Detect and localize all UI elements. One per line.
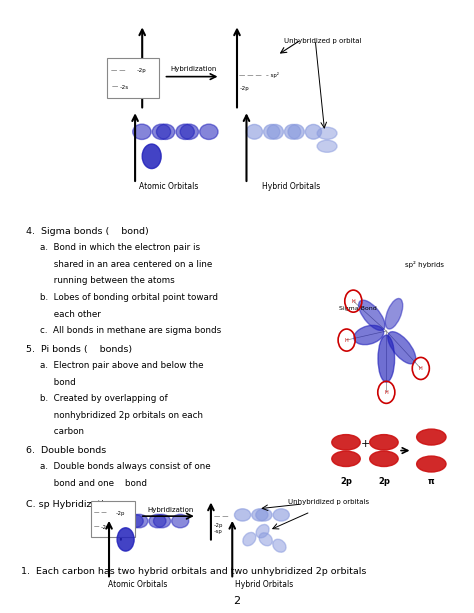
Text: Hybrid Orbitals: Hybrid Orbitals [236,580,293,588]
Text: Atomic Orbitals: Atomic Orbitals [108,580,167,588]
Ellipse shape [256,525,269,538]
Ellipse shape [108,514,125,528]
Ellipse shape [246,124,263,139]
Text: c.  All bonds in methane are sigma bonds: c. All bonds in methane are sigma bonds [40,326,221,335]
Text: running between the atoms: running between the atoms [40,276,175,286]
Text: H: H [419,366,423,371]
Ellipse shape [235,509,251,521]
Ellipse shape [388,332,416,364]
Ellipse shape [273,539,286,552]
Ellipse shape [264,124,280,139]
Ellipse shape [126,514,143,528]
Text: shared in an area centered on a line: shared in an area centered on a line [40,260,212,269]
FancyBboxPatch shape [91,501,135,537]
Text: Hybridization: Hybridization [147,507,193,513]
Text: 6.  Double bonds: 6. Double bonds [26,446,106,455]
Ellipse shape [172,514,189,528]
Ellipse shape [156,124,175,139]
Text: Hybrid Orbitals: Hybrid Orbitals [263,182,320,191]
Text: b.  Lobes of bonding orbital point toward: b. Lobes of bonding orbital point toward [40,293,219,302]
Text: +: + [360,440,370,449]
Ellipse shape [256,509,272,521]
Ellipse shape [267,124,283,139]
Ellipse shape [243,533,256,546]
Text: H: H [345,338,348,343]
Text: 2p: 2p [378,478,390,486]
Ellipse shape [385,299,403,329]
Text: carbon: carbon [40,427,84,436]
Text: –2p: –2p [116,511,126,516]
Ellipse shape [142,144,161,169]
Ellipse shape [378,335,394,382]
Text: Sigma Bond: Sigma Bond [339,305,377,311]
Text: –2s: –2s [119,85,128,90]
Ellipse shape [288,124,304,139]
Text: – sp²: – sp² [266,72,279,78]
Text: — —: — — [94,510,107,515]
Text: 4.  Sigma bonds (    bond): 4. Sigma bonds ( bond) [26,227,149,236]
Ellipse shape [131,514,148,528]
Ellipse shape [359,300,385,330]
Ellipse shape [152,124,171,139]
Text: –2s: –2s [101,525,109,530]
Text: Atomic Orbitals: Atomic Orbitals [138,182,198,191]
Ellipse shape [332,451,360,466]
Ellipse shape [273,509,289,521]
Text: b.  Created by overlapping of: b. Created by overlapping of [40,394,168,403]
Text: –2p: –2p [137,68,146,73]
Ellipse shape [284,124,301,139]
Ellipse shape [252,509,268,521]
Ellipse shape [317,128,337,139]
Text: a.  Bond in which the electron pair is: a. Bond in which the electron pair is [40,243,201,253]
Text: nonhybridized 2p orbitals on each: nonhybridized 2p orbitals on each [40,411,203,420]
Text: Hybridization: Hybridization [171,66,217,72]
Ellipse shape [417,456,446,472]
Ellipse shape [370,451,398,466]
Text: — — —: — — — [239,73,262,78]
Ellipse shape [317,140,337,152]
Text: — —: — — [214,514,229,519]
Ellipse shape [305,124,321,139]
FancyBboxPatch shape [107,58,159,98]
Text: C. sp Hybridization: C. sp Hybridization [26,500,116,509]
Ellipse shape [180,124,199,139]
Ellipse shape [149,514,166,528]
Ellipse shape [332,435,360,450]
Text: –sp: –sp [214,529,223,534]
Text: Unhybridized p orbitals: Unhybridized p orbitals [288,499,369,505]
Text: each other: each other [40,310,101,319]
Text: 2: 2 [233,596,241,606]
Ellipse shape [259,533,273,546]
Text: — —: — — [111,68,126,73]
Ellipse shape [200,124,218,139]
Text: a.  Electron pair above and below the: a. Electron pair above and below the [40,361,204,370]
Ellipse shape [154,514,171,528]
Ellipse shape [354,326,384,345]
Ellipse shape [117,528,134,551]
Text: sp² hybrids: sp² hybrids [405,261,444,268]
Ellipse shape [133,124,151,139]
Text: –2p: –2p [214,523,224,528]
Text: —: — [94,524,100,530]
Ellipse shape [417,429,446,445]
Text: bond: bond [40,378,76,387]
Text: bond and one    bond: bond and one bond [40,479,147,488]
Text: 5.  Pi bonds (    bonds): 5. Pi bonds ( bonds) [26,345,132,354]
Text: –2p: –2p [239,86,249,91]
Text: a.  Double bonds always consist of one: a. Double bonds always consist of one [40,462,211,471]
Ellipse shape [176,124,194,139]
Text: Unhybridized p orbital: Unhybridized p orbital [284,38,362,44]
Text: 2p: 2p [340,478,352,486]
Text: 1.  Each carbon has two hybrid orbitals and two unhybridized 2p orbitals: 1. Each carbon has two hybrid orbitals a… [21,567,367,576]
Text: H: H [384,390,388,395]
Text: —: — [111,84,118,89]
Text: π: π [428,478,435,486]
Text: H: H [351,299,355,303]
Ellipse shape [370,435,398,450]
